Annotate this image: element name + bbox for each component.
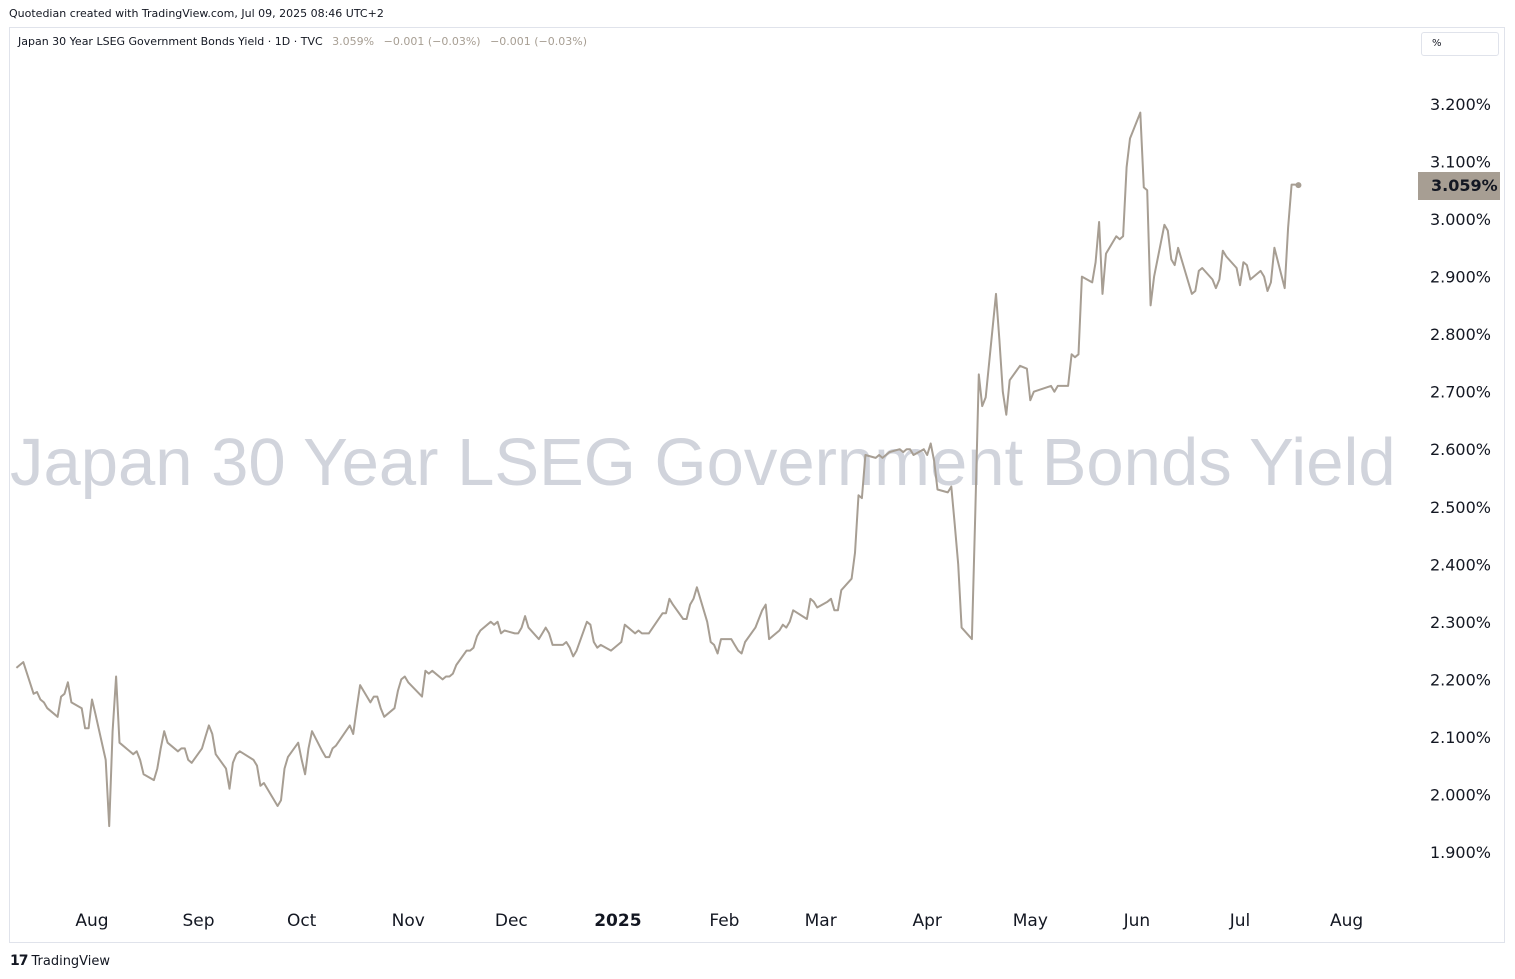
y-tick-label: 3.200% xyxy=(1430,95,1491,114)
y-tick-label: 2.200% xyxy=(1430,670,1491,689)
chart-frame[interactable] xyxy=(9,27,1505,943)
chart-credit: Quotedian created with TradingView.com, … xyxy=(9,7,384,20)
y-tick-label: 1.900% xyxy=(1430,843,1491,862)
x-tick-label: Aug xyxy=(1330,911,1363,931)
y-axis: 3.200% 3.100% 3.000% 2.900% 2.800% 2.700% 2.60… xyxy=(1430,95,1491,862)
x-tick-label: Oct xyxy=(287,911,317,931)
last-price-label: 3.059% xyxy=(1418,172,1500,200)
y-tick-label: 2.400% xyxy=(1430,555,1491,574)
legend-change-2: −0.001 (−0.03%) xyxy=(490,35,588,48)
x-tick-label: Jun xyxy=(1123,911,1151,931)
last-point-marker xyxy=(1295,182,1302,189)
y-tick-label: 3.000% xyxy=(1430,210,1491,229)
y-tick-label: 2.100% xyxy=(1430,728,1491,747)
y-tick-label: 2.700% xyxy=(1430,383,1491,402)
unit-selector[interactable]: % xyxy=(1421,32,1499,56)
x-tick-label: Aug xyxy=(75,911,108,931)
legend-symbol: Japan 30 Year LSEG Government Bonds Yiel… xyxy=(18,35,323,48)
tradingview-logo[interactable]: 𝟭𝟳 TradingView xyxy=(10,953,110,969)
legend-last-value: 3.059% xyxy=(332,35,375,48)
x-tick-label: Mar xyxy=(805,911,837,931)
x-tick-label: Sep xyxy=(183,911,215,931)
y-tick-label: 2.000% xyxy=(1430,785,1491,804)
x-tick-label: 2025 xyxy=(594,911,641,931)
x-axis: Aug Sep Oct Nov Dec 2025 Feb Mar Apr May Jun Jul Aug xyxy=(75,911,1363,931)
tradingview-logo-icon: 𝟭𝟳 xyxy=(10,953,29,969)
x-tick-label: Jul xyxy=(1229,911,1251,931)
y-tick-label: 2.500% xyxy=(1430,498,1491,517)
x-tick-label: Nov xyxy=(392,911,425,931)
symbol-legend[interactable]: Japan 30 Year LSEG Government Bonds Yiel… xyxy=(18,35,587,48)
y-tick-label: 3.100% xyxy=(1430,153,1491,172)
x-tick-label: Apr xyxy=(913,911,942,931)
y-tick-label: 2.800% xyxy=(1430,325,1491,344)
y-tick-label: 2.300% xyxy=(1430,613,1491,632)
y-tick-label: 2.900% xyxy=(1430,268,1491,287)
x-tick-label: May xyxy=(1013,911,1048,931)
legend-change: −0.001 (−0.03%) xyxy=(383,35,481,48)
tradingview-logo-text: TradingView xyxy=(31,953,111,969)
y-tick-label: 2.600% xyxy=(1430,440,1491,459)
symbol-watermark: Japan 30 Year LSEG Government Bonds Yiel… xyxy=(10,425,1396,500)
x-tick-label: Dec xyxy=(495,911,528,931)
yield-line xyxy=(15,111,1299,828)
x-tick-label: Feb xyxy=(709,911,739,931)
